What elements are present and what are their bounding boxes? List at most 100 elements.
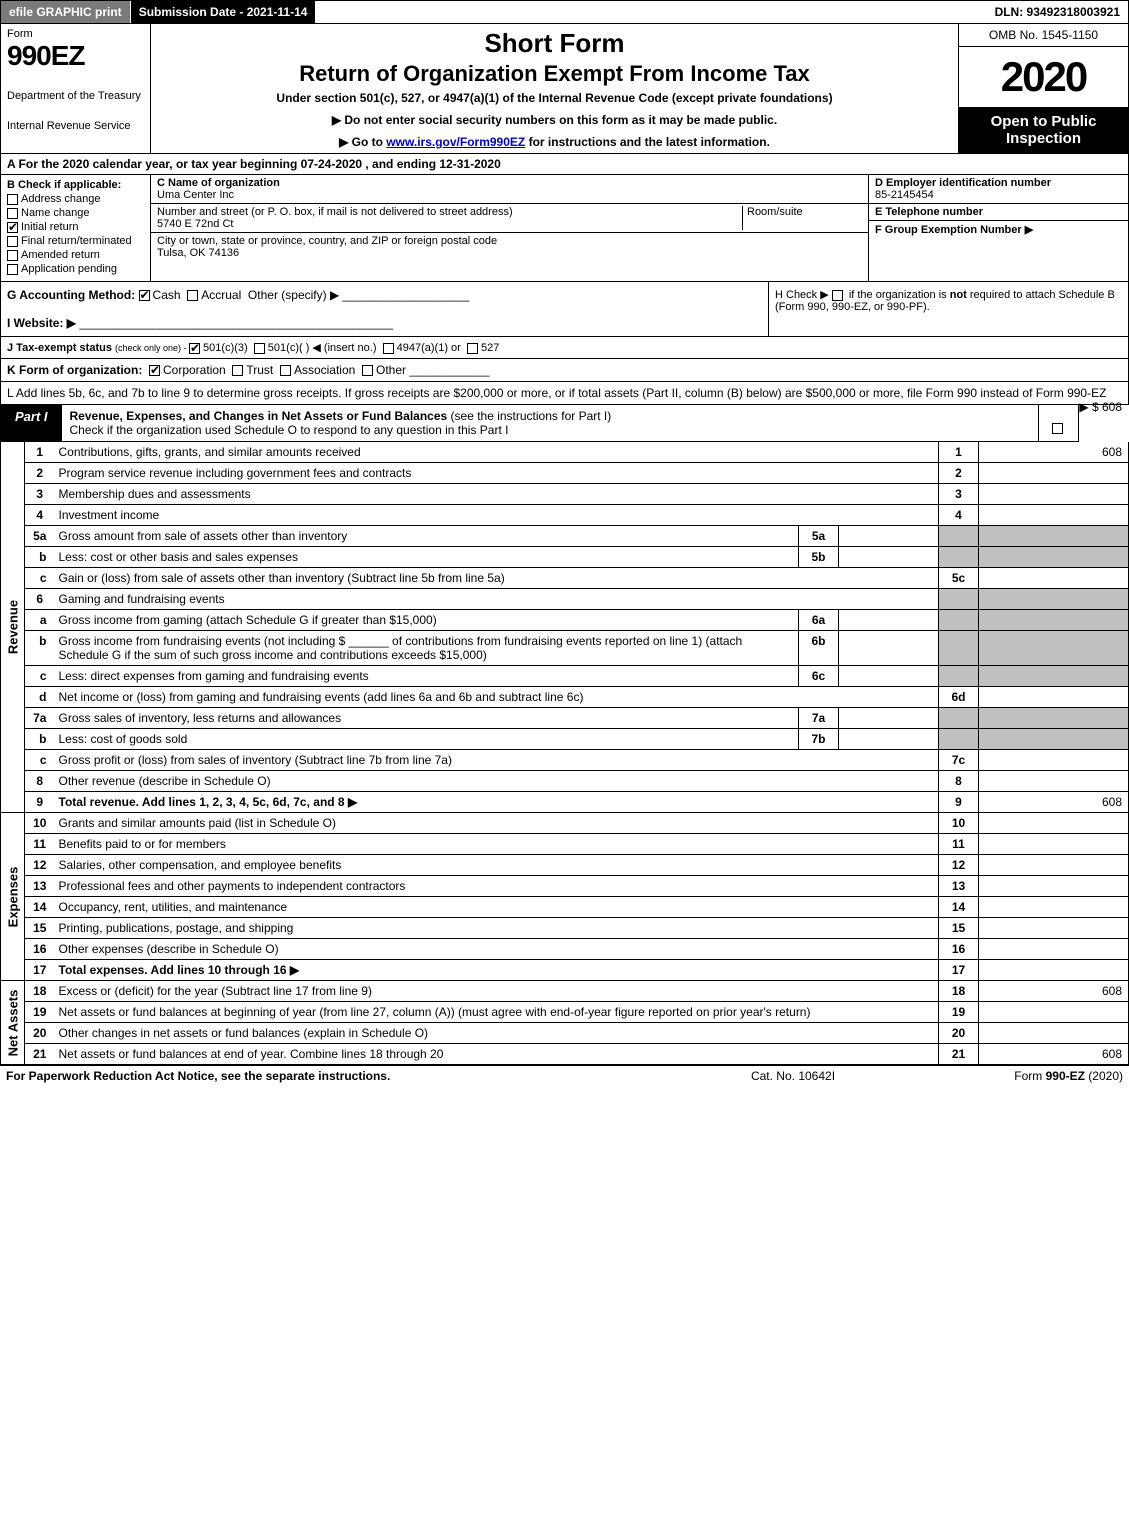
subbox-label: 7b xyxy=(799,729,839,750)
checkbox-icon[interactable] xyxy=(232,365,243,376)
line-num: 17 xyxy=(25,960,55,981)
check-address-change[interactable]: Address change xyxy=(7,193,144,205)
line-15: 15Printing, publications, postage, and s… xyxy=(25,918,1129,939)
line-numcol: 8 xyxy=(939,771,979,792)
line-numcol: 9 xyxy=(939,792,979,813)
check-application-pending[interactable]: Application pending xyxy=(7,263,144,275)
check-label: Final return/terminated xyxy=(21,235,132,247)
checkbox-icon[interactable] xyxy=(254,343,265,354)
check-label: Name change xyxy=(21,207,90,219)
k-o2: Trust xyxy=(246,363,273,377)
part-1-checkbox-col xyxy=(1038,405,1078,441)
header-right: OMB No. 1545-1150 2020 Open to Public In… xyxy=(958,24,1128,153)
revenue-section: Revenue 1Contributions, gifts, grants, a… xyxy=(0,442,1129,813)
line-14: 14Occupancy, rent, utilities, and mainte… xyxy=(25,897,1129,918)
k-o1: Corporation xyxy=(163,363,226,377)
short-form-title: Short Form xyxy=(159,28,950,59)
j-o3: 4947(a)(1) or xyxy=(397,342,461,354)
checkbox-icon[interactable] xyxy=(7,208,18,219)
efile-print-button[interactable]: efile GRAPHIC print xyxy=(1,1,131,23)
org-name-label: C Name of organization xyxy=(157,177,862,189)
line-numcol: 10 xyxy=(939,813,979,834)
check-label: Initial return xyxy=(21,221,78,233)
j-o4: 527 xyxy=(481,342,499,354)
checkbox-icon[interactable] xyxy=(189,343,200,354)
j-sub: (check only one) - xyxy=(115,343,189,353)
h-text4: (Form 990, 990-EZ, or 990-PF). xyxy=(775,301,930,313)
g-cash: Cash xyxy=(153,288,181,302)
line-desc: Professional fees and other payments to … xyxy=(59,879,406,893)
addr-label: Number and street (or P. O. box, if mail… xyxy=(157,206,742,218)
form-header: Form 990EZ Department of the Treasury In… xyxy=(0,24,1129,154)
tax-year: 2020 xyxy=(959,47,1128,107)
checkbox-icon[interactable] xyxy=(362,365,373,376)
checkbox-icon[interactable] xyxy=(7,264,18,275)
checkbox-icon[interactable] xyxy=(467,343,478,354)
ein-value: 85-2145454 xyxy=(875,189,1122,201)
line-desc: Investment income xyxy=(59,508,160,522)
line-val xyxy=(979,939,1129,960)
checkbox-icon[interactable] xyxy=(149,365,160,376)
line-desc: Excess or (deficit) for the year (Subtra… xyxy=(59,984,372,998)
line-desc: Occupancy, rent, utilities, and maintena… xyxy=(59,900,288,914)
part-1-title: Revenue, Expenses, and Changes in Net As… xyxy=(62,405,1039,441)
line-desc: Benefits paid to or for members xyxy=(59,837,226,851)
dln-label: DLN: 93492318003921 xyxy=(987,1,1128,23)
checkbox-icon[interactable] xyxy=(280,365,291,376)
g-other: Other (specify) ▶ xyxy=(248,288,339,302)
line-numcol: 5c xyxy=(939,568,979,589)
check-final-return[interactable]: Final return/terminated xyxy=(7,235,144,247)
checkbox-icon[interactable] xyxy=(187,290,198,301)
check-amended[interactable]: Amended return xyxy=(7,249,144,261)
line-numcol: 16 xyxy=(939,939,979,960)
grey-cell xyxy=(979,526,1129,547)
line-desc: Net income or (loss) from gaming and fun… xyxy=(59,690,584,704)
footer-formref: Form 990-EZ (2020) xyxy=(923,1069,1123,1083)
k-o4: Other xyxy=(376,363,406,377)
line-9: 9 Total revenue. Add lines 1, 2, 3, 4, 5c… xyxy=(25,792,1129,813)
line-1: 1Contributions, gifts, grants, and simil… xyxy=(25,442,1129,463)
line-desc: Other expenses (describe in Schedule O) xyxy=(59,942,279,956)
check-name-change[interactable]: Name change xyxy=(7,207,144,219)
line-desc: Membership dues and assessments xyxy=(59,487,251,501)
checkbox-icon[interactable] xyxy=(7,250,18,261)
grey-cell xyxy=(939,547,979,568)
line-desc: Gross income from gaming (attach Schedul… xyxy=(59,613,437,627)
header-subtitle: Under section 501(c), 527, or 4947(a)(1)… xyxy=(159,91,950,105)
top-bar: efile GRAPHIC print Submission Date - 20… xyxy=(0,0,1129,24)
checkbox-icon[interactable] xyxy=(1052,423,1063,434)
h-text1: H Check ▶ xyxy=(775,289,832,301)
org-city-row: City or town, state or province, country… xyxy=(151,233,868,281)
subbox-val xyxy=(839,708,939,729)
subbox-label: 5a xyxy=(799,526,839,547)
check-initial-return[interactable]: Initial return xyxy=(7,221,144,233)
subbox-val xyxy=(839,631,939,666)
line-num: 21 xyxy=(25,1044,55,1065)
section-h: H Check ▶ if the organization is not req… xyxy=(768,282,1128,336)
checkbox-icon[interactable] xyxy=(7,236,18,247)
expenses-section: Expenses 10Grants and similar amounts pa… xyxy=(0,813,1129,981)
checkbox-icon[interactable] xyxy=(832,290,843,301)
org-name-value: Uma Center Inc xyxy=(157,189,862,201)
subbox-label: 5b xyxy=(799,547,839,568)
section-c: C Name of organization Uma Center Inc Nu… xyxy=(151,175,868,281)
submission-date-button[interactable]: Submission Date - 2021-11-14 xyxy=(131,1,317,23)
checkbox-icon[interactable] xyxy=(7,194,18,205)
line-numcol: 2 xyxy=(939,463,979,484)
checkbox-icon[interactable] xyxy=(7,222,18,233)
line-7b: bLess: cost of goods sold7b xyxy=(25,729,1129,750)
line-13: 13Professional fees and other payments t… xyxy=(25,876,1129,897)
checkbox-icon[interactable] xyxy=(383,343,394,354)
line-desc: Total expenses. Add lines 10 through 16 xyxy=(59,963,287,977)
irs-link[interactable]: www.irs.gov/Form990EZ xyxy=(386,135,525,149)
grey-cell xyxy=(979,547,1129,568)
line-desc: Total revenue. Add lines 1, 2, 3, 4, 5c,… xyxy=(59,795,345,809)
checkbox-icon[interactable] xyxy=(139,290,150,301)
line-numcol: 20 xyxy=(939,1023,979,1044)
line-18: 18Excess or (deficit) for the year (Subt… xyxy=(25,981,1129,1002)
form-word: Form xyxy=(7,28,144,40)
subbox-label: 6a xyxy=(799,610,839,631)
line-desc: Less: cost or other basis and sales expe… xyxy=(59,550,298,564)
line-desc: Other revenue (describe in Schedule O) xyxy=(59,774,271,788)
line-numcol: 21 xyxy=(939,1044,979,1065)
